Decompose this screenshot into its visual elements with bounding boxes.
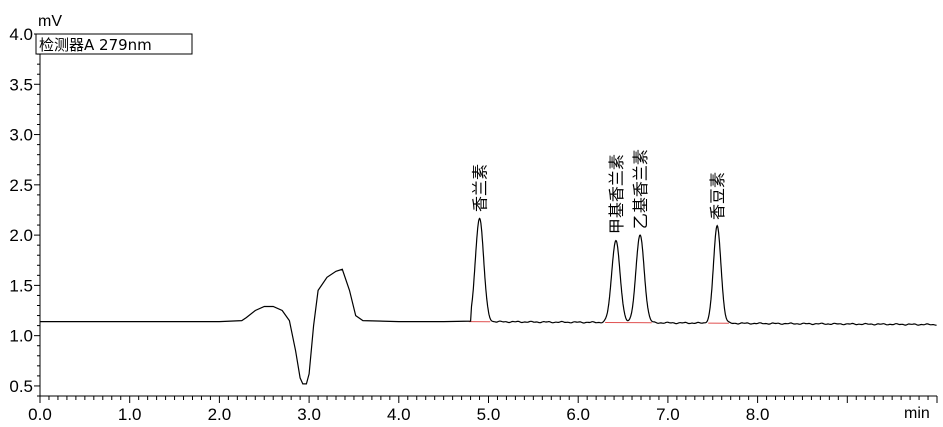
- x-tick-label: 8.0: [746, 405, 770, 424]
- x-tick-label: 3.0: [297, 405, 321, 424]
- y-axis-unit-label: mV: [38, 13, 62, 30]
- x-tick-label: 7.0: [656, 405, 680, 424]
- peak-labels: 香兰素 甲基香兰素 乙基香兰素 香豆素: [471, 149, 728, 234]
- detector-box: 检测器A 279nm: [35, 33, 193, 55]
- y-tick-label: 1.0: [9, 327, 33, 346]
- y-tick-label: 3.0: [9, 126, 33, 145]
- y-tick-label: 2.0: [9, 226, 33, 245]
- x-tick-label: 5.0: [477, 405, 501, 424]
- chromatogram-trace: [40, 217, 937, 385]
- peak-label: 甲基香兰素: [607, 154, 626, 234]
- y-tick-label: 1.5: [9, 276, 33, 295]
- y-tick-label: 3.5: [9, 75, 33, 94]
- peak-label: 香兰素: [471, 164, 490, 212]
- axis-ticks: 0.0 1.0 2.0 3.0 4.0 5.0 6.0 7.0 8.0 0.5 1.0 1.5 2.0 2…: [9, 25, 938, 424]
- peak-label: 香豆素: [708, 172, 727, 220]
- detector-label: 检测器A 279nm: [39, 36, 152, 54]
- x-tick-label: 2.0: [208, 405, 232, 424]
- x-axis-unit-label: min: [904, 405, 930, 422]
- axes: [39, 34, 937, 397]
- x-tick-label: 4.0: [387, 405, 411, 424]
- peak-label: 乙基香兰素: [631, 149, 650, 229]
- x-tick-label: 6.0: [566, 405, 590, 424]
- x-tick-label: 1.0: [118, 405, 142, 424]
- y-tick-label: 2.5: [9, 176, 33, 195]
- x-tick-label: 0.0: [28, 405, 52, 424]
- integration-baselines: [468, 321, 729, 324]
- y-tick-label: 0.5: [9, 377, 33, 396]
- y-tick-label: 4.0: [9, 25, 33, 44]
